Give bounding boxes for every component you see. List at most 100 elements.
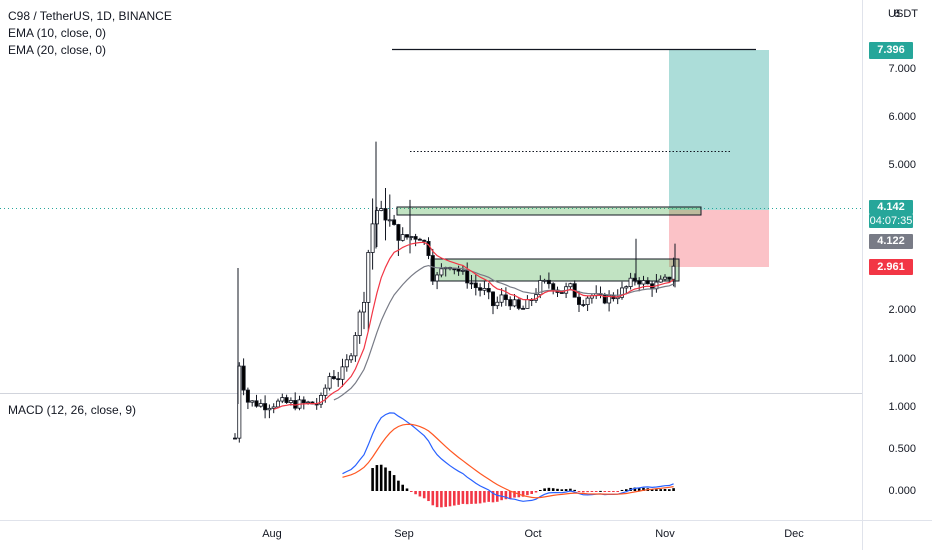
candle-body[interactable]: [288, 400, 293, 403]
candle-body[interactable]: [323, 387, 328, 396]
candle-body[interactable]: [344, 359, 349, 368]
candle-body[interactable]: [512, 299, 517, 307]
macd-legend[interactable]: MACD (12, 26, close, 9): [8, 403, 137, 417]
candle-body[interactable]: [546, 279, 551, 285]
candle-body[interactable]: [452, 268, 457, 271]
candle-body[interactable]: [658, 278, 663, 283]
long-position-profit-zone[interactable]: [669, 50, 769, 210]
candle-body[interactable]: [482, 288, 487, 291]
candle-body[interactable]: [331, 376, 336, 380]
candle-body[interactable]: [340, 366, 345, 380]
candle-body[interactable]: [473, 282, 478, 289]
macd-histogram[interactable]: [371, 464, 675, 508]
stop-price-tag[interactable]: 2.961: [869, 259, 913, 275]
candle-body[interactable]: [250, 400, 255, 403]
candle-body[interactable]: [275, 400, 280, 408]
ema20-legend[interactable]: EMA (20, close, 0): [8, 43, 107, 57]
candle-body[interactable]: [254, 400, 259, 407]
candle-body[interactable]: [667, 276, 672, 280]
target-price-tag[interactable]: 7.396: [869, 42, 913, 59]
long-position-loss-zone[interactable]: [669, 210, 769, 267]
candle-body[interactable]: [469, 282, 474, 285]
candle-body[interactable]: [577, 296, 582, 305]
candle-body[interactable]: [263, 403, 268, 411]
candle-body[interactable]: [306, 401, 311, 404]
candle-body[interactable]: [336, 378, 341, 381]
candle-body[interactable]: [245, 389, 250, 403]
candle-body[interactable]: [267, 407, 272, 411]
candle-body[interactable]: [641, 280, 646, 285]
candle-body[interactable]: [581, 304, 586, 306]
resistance-zone-box[interactable]: [396, 206, 702, 216]
candle-body[interactable]: [301, 399, 306, 404]
candle-body[interactable]: [379, 208, 384, 211]
candle-body[interactable]: [465, 269, 470, 284]
candle-body[interactable]: [361, 301, 366, 313]
candle-body[interactable]: [508, 299, 513, 307]
candle-body[interactable]: [392, 219, 397, 225]
candle-body[interactable]: [426, 241, 431, 256]
candle-body[interactable]: [439, 268, 444, 276]
candle-body[interactable]: [499, 294, 504, 303]
candle-body[interactable]: [349, 355, 354, 361]
candle-body[interactable]: [525, 299, 530, 309]
candle-body[interactable]: [280, 397, 285, 402]
candle-body[interactable]: [271, 406, 276, 409]
candle-body[interactable]: [370, 223, 375, 253]
last-price-tag[interactable]: 4.142: [869, 200, 913, 214]
candle-body[interactable]: [387, 219, 392, 222]
candle-body[interactable]: [404, 234, 409, 238]
candle-body[interactable]: [460, 269, 465, 272]
candlestick-series[interactable]: [232, 141, 676, 443]
candle-body[interactable]: [607, 294, 612, 304]
candle-body[interactable]: [624, 286, 629, 289]
candle-body[interactable]: [478, 287, 483, 291]
ema-10-line[interactable]: [273, 241, 674, 410]
symbol-legend[interactable]: C98 / TetherUS, 1D, BINANCE: [8, 9, 172, 23]
candle-body[interactable]: [232, 437, 237, 440]
candle-body[interactable]: [620, 287, 625, 298]
macd-signal-line[interactable]: [342, 423, 674, 499]
candle-body[interactable]: [615, 296, 620, 300]
candle-body[interactable]: [490, 291, 495, 307]
candle-body[interactable]: [383, 208, 388, 221]
candle-body[interactable]: [357, 311, 362, 336]
candle-body[interactable]: [435, 274, 440, 282]
candle-body[interactable]: [486, 288, 491, 293]
candle-body[interactable]: [430, 255, 435, 282]
candle-body[interactable]: [585, 297, 590, 306]
ema10-legend[interactable]: EMA (10, close, 0): [8, 26, 107, 40]
candle-body[interactable]: [628, 277, 633, 287]
candle-body[interactable]: [551, 283, 556, 291]
candle-body[interactable]: [422, 239, 427, 242]
candle-body[interactable]: [538, 280, 543, 296]
candle-body[interactable]: [417, 238, 422, 241]
macd-line[interactable]: [342, 412, 674, 502]
candle-body[interactable]: [413, 236, 418, 240]
candle-body[interactable]: [516, 299, 521, 309]
candle-body[interactable]: [318, 394, 323, 405]
candle-body[interactable]: [327, 376, 332, 389]
macd-histogram-bar: [388, 470, 392, 491]
candle-body[interactable]: [366, 252, 371, 303]
candle-body[interactable]: [456, 268, 461, 272]
candle-body[interactable]: [559, 292, 564, 294]
candle-body[interactable]: [400, 234, 405, 241]
candle-body[interactable]: [284, 397, 289, 403]
candle-body[interactable]: [637, 280, 642, 285]
candle-body[interactable]: [258, 403, 263, 407]
candle-body[interactable]: [568, 283, 573, 288]
candle-body[interactable]: [663, 276, 668, 280]
candle-body[interactable]: [374, 210, 379, 225]
candle-body[interactable]: [521, 307, 526, 310]
ema-20-line[interactable]: [333, 264, 674, 401]
candle-body[interactable]: [396, 224, 401, 241]
candle-body[interactable]: [645, 280, 650, 285]
candle-body[interactable]: [241, 365, 246, 391]
candle-body[interactable]: [353, 335, 358, 357]
candle-body[interactable]: [503, 294, 508, 301]
candle-body[interactable]: [495, 301, 500, 307]
ema-price-tag[interactable]: 4.122: [869, 234, 913, 249]
candle-body[interactable]: [542, 279, 547, 282]
